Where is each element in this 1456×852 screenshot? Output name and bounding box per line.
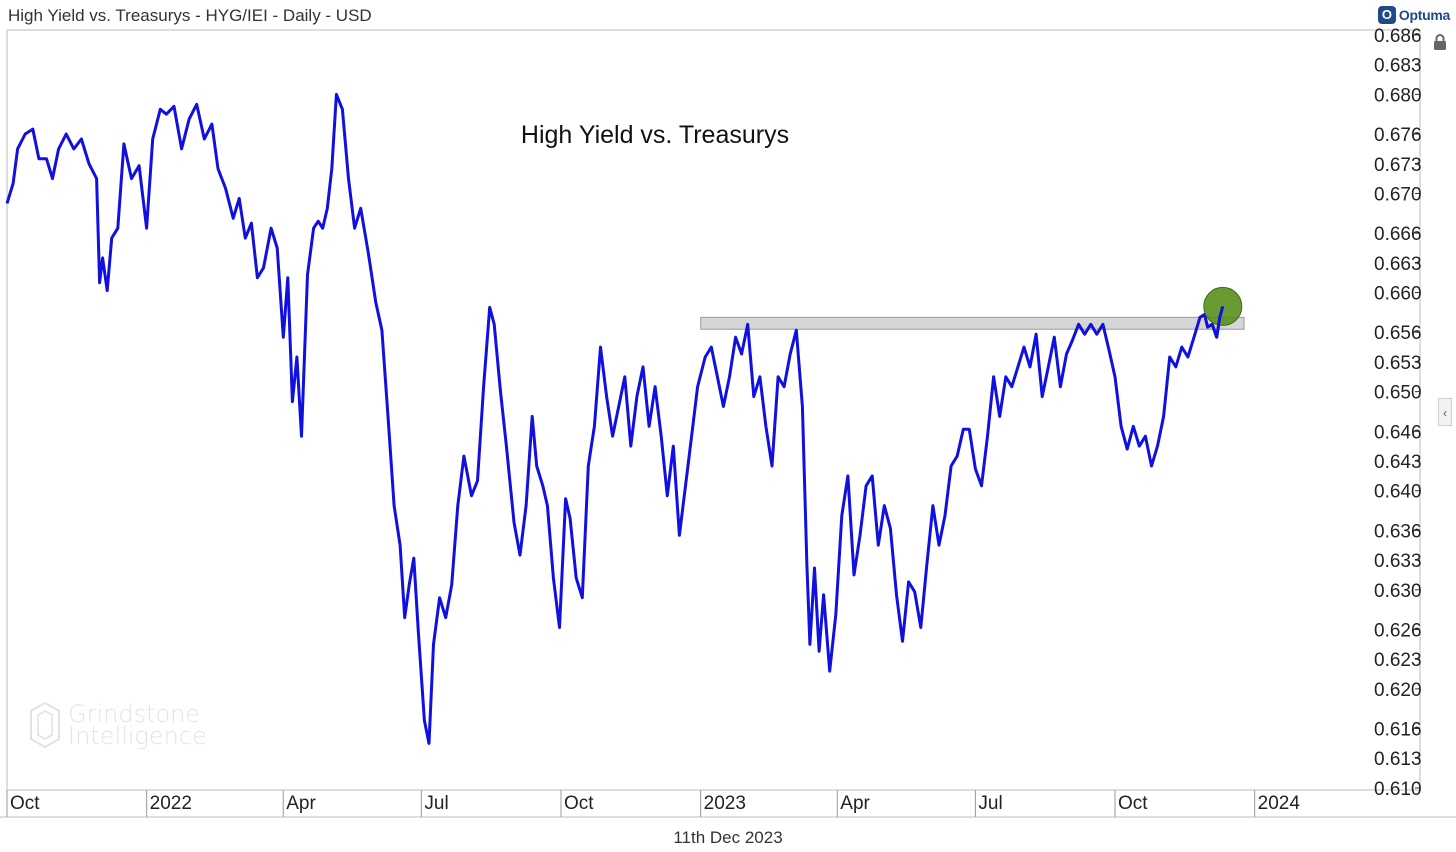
- y-tick-label: 0.686: [1374, 26, 1422, 47]
- optuma-brand-text: Optuma: [1398, 7, 1450, 23]
- x-tick-label: Apr: [286, 793, 316, 814]
- watermark-line1: Grindstone: [68, 700, 201, 728]
- y-tick-label: 0.616: [1374, 720, 1422, 741]
- chart-date-footer: 11th Dec 2023: [673, 828, 783, 847]
- y-tick-label: 0.626: [1374, 620, 1422, 641]
- plot-border: [6, 29, 1421, 791]
- optuma-logo-icon: O: [1377, 6, 1396, 24]
- chevron-left-icon[interactable]: ‹: [1438, 398, 1452, 426]
- y-tick-label: 0.643: [1374, 452, 1422, 473]
- marker-layer: [1203, 286, 1243, 338]
- x-tick-label: Apr: [840, 793, 870, 814]
- y-tick-label: 0.630: [1374, 581, 1422, 602]
- chart-header-title: High Yield vs. Treasurys - HYG/IEI - Dai…: [8, 6, 372, 25]
- x-tick-label: Jul: [424, 793, 448, 814]
- x-tick-label: Oct: [1118, 793, 1148, 814]
- watermark-line2: Intelligence: [68, 722, 207, 750]
- chart-title: High Yield vs. Treasurys: [521, 121, 789, 149]
- y-tick-label: 0.666: [1374, 224, 1422, 245]
- y-tick-label: 0.613: [1374, 749, 1422, 770]
- y-tick-label: 0.673: [1374, 155, 1422, 176]
- y-tick-label: 0.680: [1374, 85, 1422, 106]
- x-tick-label: 2023: [704, 793, 746, 814]
- y-tick-label: 0.670: [1374, 184, 1422, 205]
- x-tick-label: Jul: [978, 793, 1002, 814]
- lock-icon[interactable]: [1430, 32, 1450, 52]
- x-tick-label: Oct: [10, 793, 40, 814]
- x-axis: Oct 2022 Apr Jul Oct 2023 Apr Jul Oct 2024: [6, 790, 1301, 817]
- y-tick-label: 0.660: [1374, 284, 1422, 305]
- hexagon-logo-icon: [30, 701, 60, 749]
- y-tick-label: 0.656: [1374, 323, 1422, 344]
- watermark-logo: Grindstone Intelligence: [28, 700, 207, 750]
- y-tick-label: 0.640: [1374, 482, 1422, 503]
- series-line-0: [5, 92, 1225, 745]
- y-tick-label: 0.636: [1374, 521, 1422, 542]
- y-tick-label: 0.653: [1374, 353, 1422, 374]
- resistance-band-layer: [700, 316, 1245, 330]
- y-axis: 0.686 0.683 0.680 0.676 0.673 0.670 0.666 0.663…: [1374, 26, 1422, 800]
- x-tick-label: 2022: [150, 793, 192, 814]
- y-tick-label: 0.683: [1374, 56, 1422, 77]
- x-tick-label: Oct: [564, 793, 594, 814]
- series-line-tail: [1210, 306, 1225, 338]
- y-tick-label: 0.663: [1374, 254, 1422, 275]
- y-tick-label: 0.676: [1374, 125, 1422, 146]
- y-tick-label: 0.633: [1374, 551, 1422, 572]
- resistance-band: [700, 316, 1245, 330]
- y-tick-label: 0.650: [1374, 383, 1422, 404]
- x-tick-label: 2024: [1258, 793, 1301, 814]
- y-tick-label: 0.610: [1374, 779, 1422, 800]
- y-tick-label: 0.620: [1374, 680, 1422, 701]
- series-layer: [5, 92, 1225, 745]
- y-tick-label: 0.623: [1374, 650, 1422, 671]
- y-tick-label: 0.646: [1374, 422, 1422, 443]
- optuma-brand: O Optuma: [1377, 4, 1450, 26]
- plot-area: [0, 29, 1456, 818]
